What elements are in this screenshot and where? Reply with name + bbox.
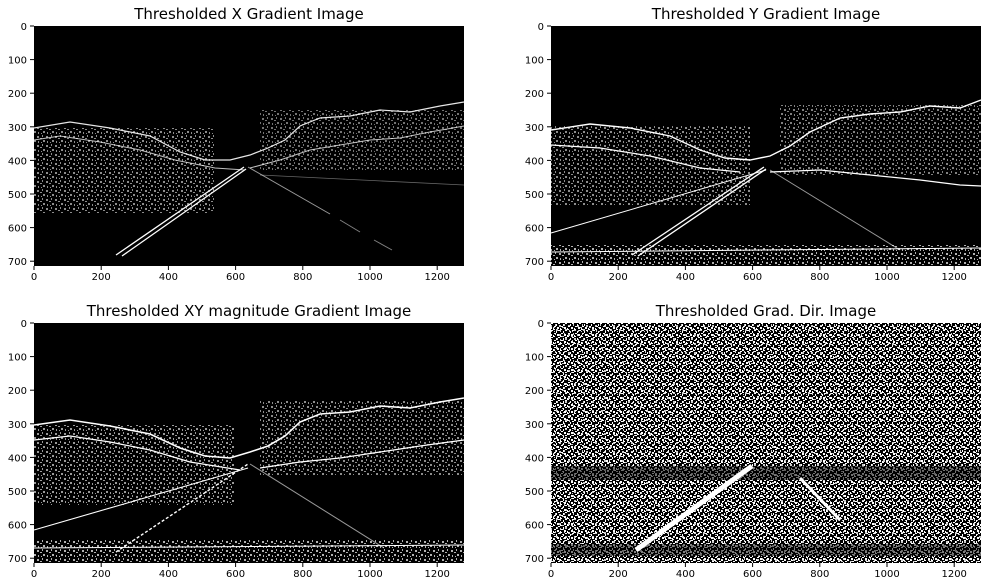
y-tick-label: 600 (525, 224, 544, 235)
x-tick-label: 0 (548, 569, 554, 580)
y-tick-label: 200 (8, 386, 27, 397)
x-tick-label: 600 (743, 569, 762, 580)
x-tick-label: 200 (92, 272, 111, 283)
y-axis: 0 100 200 300 400 500 600 700 (525, 319, 551, 565)
x-tick-label: 800 (293, 272, 312, 283)
x-tick-label: 0 (548, 272, 554, 283)
panel-title: Thresholded X Gradient Image (133, 5, 364, 23)
y-tick-label: 700 (525, 257, 544, 268)
y-tick-label: 700 (8, 554, 27, 565)
y-tick-label: 0 (21, 319, 27, 330)
x-tick-label: 200 (609, 569, 628, 580)
x-tick-label: 400 (159, 569, 178, 580)
y-tick-label: 300 (525, 420, 544, 431)
x-tick-label: 600 (743, 272, 762, 283)
y-tick-label: 200 (8, 89, 27, 100)
y-axis: 0 100 200 300 400 500 600 700 (8, 319, 34, 565)
x-tick-label: 600 (226, 272, 245, 283)
panel-xy-magnitude: Thresholded XY magnitude Gradient Image … (8, 302, 465, 580)
y-tick-label: 500 (525, 487, 544, 498)
y-tick-label: 400 (525, 453, 544, 464)
y-tick-label: 300 (8, 420, 27, 431)
x-tick-label: 1000 (874, 272, 899, 283)
y-tick-label: 600 (8, 521, 27, 532)
y-tick-label: 100 (525, 56, 544, 67)
y-tick-label: 0 (538, 319, 544, 330)
x-tick-label: 200 (92, 569, 111, 580)
panel-title: Thresholded Grad. Dir. Image (655, 302, 877, 320)
x-tick-label: 800 (810, 272, 829, 283)
x-axis: 0 200 400 600 800 1000 1200 (548, 266, 967, 283)
y-tick-label: 500 (8, 487, 27, 498)
y-tick-label: 300 (525, 123, 544, 134)
panel-y-gradient: Thresholded Y Gradient Image 0 100 200 3… (525, 5, 982, 283)
x-tick-label: 800 (810, 569, 829, 580)
x-tick-label: 800 (293, 569, 312, 580)
panel-title: Thresholded Y Gradient Image (651, 5, 880, 23)
y-tick-label: 400 (8, 453, 27, 464)
y-tick-label: 600 (525, 521, 544, 532)
x-axis: 0 200 400 600 800 1000 1200 (31, 563, 450, 580)
panel-gradient-direction: Thresholded Grad. Dir. Image 0 100 200 3… (525, 302, 981, 580)
y-tick-label: 500 (525, 190, 544, 201)
y-tick-label: 700 (525, 554, 544, 565)
x-tick-label: 1000 (874, 569, 899, 580)
y-tick-label: 0 (21, 22, 27, 33)
x-tick-label: 400 (676, 272, 695, 283)
y-axis: 0 100 200 300 400 500 600 700 (8, 22, 34, 268)
y-tick-label: 400 (8, 156, 27, 167)
x-tick-label: 1000 (357, 569, 382, 580)
edge-features (33, 397, 465, 563)
x-tick-label: 400 (676, 569, 695, 580)
x-tick-label: 1200 (424, 569, 449, 580)
y-tick-label: 500 (8, 190, 27, 201)
x-tick-label: 1000 (357, 272, 382, 283)
x-tick-label: 600 (226, 569, 245, 580)
edge-features (551, 323, 981, 563)
x-tick-label: 1200 (941, 272, 966, 283)
x-tick-label: 1200 (941, 569, 966, 580)
x-tick-label: 0 (31, 569, 37, 580)
y-tick-label: 700 (8, 257, 27, 268)
panel-title: Thresholded XY magnitude Gradient Image (86, 302, 412, 320)
x-tick-label: 1200 (424, 272, 449, 283)
y-tick-label: 100 (8, 56, 27, 67)
edge-features (550, 99, 982, 266)
edge-features (33, 101, 465, 257)
x-tick-label: 0 (31, 272, 37, 283)
x-tick-label: 200 (609, 272, 628, 283)
y-axis: 0 100 200 300 400 500 600 700 (525, 22, 551, 268)
x-axis: 0 200 400 600 800 1000 1200 (31, 266, 450, 283)
y-tick-label: 600 (8, 224, 27, 235)
y-tick-label: 200 (525, 386, 544, 397)
y-tick-label: 200 (525, 89, 544, 100)
x-axis: 0 200 400 600 800 1000 1200 (548, 563, 967, 580)
y-tick-label: 0 (538, 22, 544, 33)
y-tick-label: 100 (525, 353, 544, 364)
panel-x-gradient: Thresholded X Gradient Image 0 100 200 3… (8, 5, 465, 283)
y-tick-label: 300 (8, 123, 27, 134)
x-tick-label: 400 (159, 272, 178, 283)
y-tick-label: 100 (8, 353, 27, 364)
y-tick-label: 400 (525, 156, 544, 167)
